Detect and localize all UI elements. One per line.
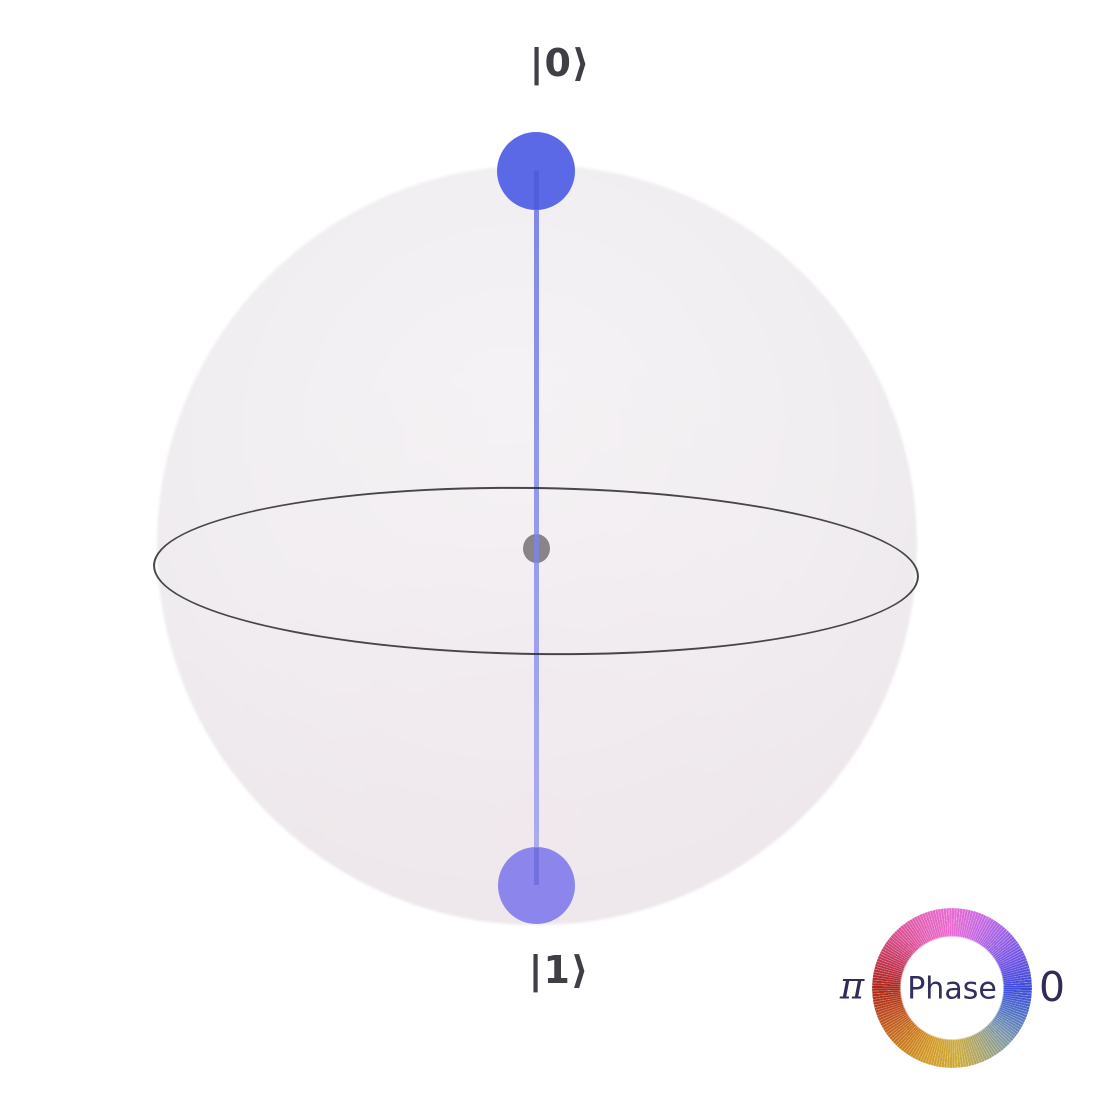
state-line: [534, 171, 539, 885]
node-ket1: [498, 847, 575, 924]
phase-tick-pi: π: [839, 964, 865, 1008]
phase-legend-title: Phase: [907, 971, 997, 1007]
phase-tick-zero: 0: [1038, 963, 1066, 1011]
state-line-over-node0: [534, 171, 539, 209]
ket0-label: |0⟩: [529, 41, 591, 85]
ket1-label: |1⟩: [528, 948, 590, 992]
node-ket0: [497, 132, 575, 210]
state-line-over-node1: [534, 848, 539, 885]
phase-color-wheel: [872, 908, 1032, 1068]
